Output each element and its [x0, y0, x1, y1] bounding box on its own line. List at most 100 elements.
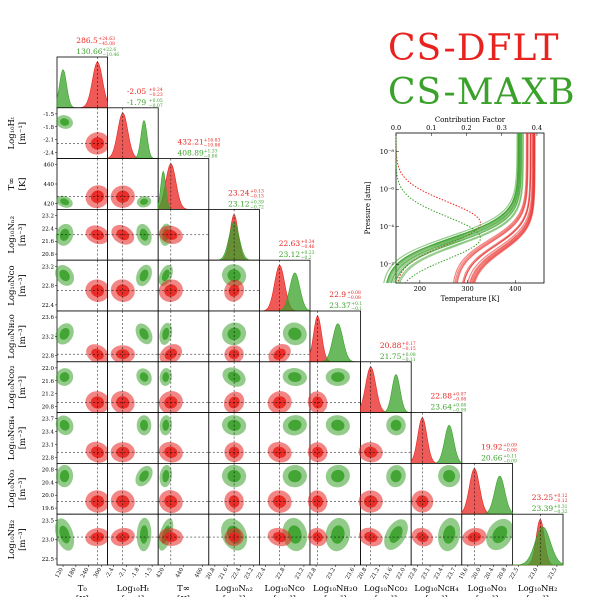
stat-green-plus: +0.23 — [301, 250, 315, 256]
stat-red-median: 22.63 — [279, 239, 301, 248]
corner-cell-9-0 — [55, 513, 110, 566]
stat-green-minus: −0.09 — [453, 408, 467, 414]
y-tick-label: 23.4 — [42, 430, 55, 436]
stat-red-median: 432.21 — [178, 138, 204, 147]
y-tick-label: -1.5 — [43, 112, 54, 118]
y-axis-label: Log₁₀Nᴄᴏ — [7, 265, 17, 305]
inset-y-tick-label: 10⁻⁶ — [380, 185, 395, 193]
x-tick-label: 22.8 — [275, 567, 287, 581]
tp-profile-green — [383, 133, 518, 284]
stat-red-minus: −0.08 — [503, 447, 517, 453]
corner-cell-2-0 — [56, 158, 110, 210]
blob-red-inner — [116, 532, 130, 543]
stat-red-median: 20.88 — [380, 341, 402, 350]
blob-green-inner — [59, 469, 70, 483]
blob-red-inner — [116, 190, 130, 203]
x-tick-label: 20.8 — [497, 567, 509, 581]
x-axis-label: Log₁₀Nₙ₂ — [215, 584, 253, 594]
blob-green-inner — [331, 372, 345, 382]
inset-ylabel: Pressure [atm] — [364, 181, 372, 234]
stat-red-plus: +0.07 — [453, 392, 467, 398]
y-tick-label: 21.2 — [42, 392, 54, 398]
inset-x-tick-label: 400 — [509, 285, 521, 293]
stat-green-median: 20.66 — [481, 453, 503, 462]
x-tick-label: 22.4 — [256, 567, 268, 581]
x-tick-label: 21.6 — [383, 567, 395, 581]
blob-green-inner — [60, 198, 70, 206]
blob-green-inner — [389, 526, 403, 543]
blob-green-inner — [59, 228, 70, 241]
corner-cell-7-0 — [55, 412, 110, 464]
x-tick-label: 20.4 — [484, 567, 496, 581]
stat-green-plus: +1.33 — [204, 149, 218, 155]
y-tick-label: 23.6 — [42, 315, 55, 321]
blob-green-inner — [288, 419, 302, 431]
blob-green-inner — [139, 328, 149, 340]
stat-red-minus: −0.08 — [347, 295, 361, 301]
x-axis-log10_NO3: 19.620.020.420.8 Log₁₀Nᴏ₃[m⁻³] — [458, 565, 508, 597]
y-axis-label: Log₁₀Nᴄᴏ₂ — [7, 365, 17, 409]
blob-red-inner — [116, 495, 130, 508]
corner-cell-9-1 — [107, 513, 159, 566]
stat-green-median: 23.64 — [431, 403, 453, 412]
corner-cell-1-1: -2.05 +0.24−0.23-1.79 +0.05−0.07 — [107, 87, 163, 160]
stat-green-minus: −0.11 — [402, 357, 416, 363]
blob-green-inner — [288, 372, 302, 382]
x-axis-log10_NCO2: 20.821.221.622.0 Log₁₀Nᴄᴏ₂[m⁻³] — [357, 565, 408, 597]
blob-red-inner — [364, 446, 378, 458]
stat-red-minus: −0.46 — [301, 244, 315, 250]
y-axis-unit: [m⁻³] — [18, 528, 28, 551]
corner-cell-5-0 — [55, 310, 109, 365]
stat-red-minus: −45.08 — [98, 41, 115, 47]
corner-cell-8-6 — [358, 462, 412, 515]
x-axis-log10_NH2O: 22.8 23.2 23.6 Log₁₀Nʜ₂ᴏ[m⁻³] — [306, 565, 358, 597]
tp-profile-green — [387, 133, 520, 284]
x-tick-label: -2.4 — [105, 567, 116, 580]
x-axis-label: T₀ — [78, 584, 88, 594]
tp-profile-green — [394, 132, 523, 284]
stat-green-median: 23.39 — [532, 504, 554, 513]
x-axis-unit: [m⁻³] — [526, 595, 549, 597]
blob-green-inner — [59, 269, 70, 282]
tp-profile-red — [473, 133, 536, 284]
tp-profile-green — [390, 133, 521, 284]
y-axis-row-5: 23.6 23.2 22.8 Log₁₀Nʜ₂ᴏ [m⁻³] — [7, 314, 57, 360]
corner-cell-8-0 — [56, 462, 110, 515]
blob-red-inner — [116, 284, 130, 297]
y-axis-row-3: 23.2 22.4 21.6 20.8 Log₁₀Nₙ₂ [m⁻³] — [7, 213, 57, 258]
blob-red-inner — [312, 495, 323, 508]
blob-green-inner — [162, 372, 170, 382]
x-tick-label: 19.6 — [458, 567, 470, 581]
stat-red-median: 22.88 — [431, 392, 453, 401]
inset-top-tick-label: 0.4 — [532, 124, 542, 132]
stat-red-minus: −0.08 — [453, 397, 467, 403]
tp-profile-green — [397, 133, 524, 284]
x-tick-label: 22.4 — [231, 567, 243, 581]
x-axis-label: Log₁₀Nʜ₂ᴏ — [313, 584, 358, 594]
blob-green-inner — [227, 269, 241, 282]
x-axis-label: Log₁₀Nᴄᴏ₂ — [364, 584, 408, 594]
x-tick-label: 22.0 — [396, 567, 408, 581]
blob-green-inner — [139, 372, 149, 382]
y-axis-row-8: 20.8 20.4 20.0 19.6 Log₁₀Nᴏ₃ [m⁻³] — [7, 467, 57, 512]
stat-green-median: -1.79 — [127, 98, 146, 107]
marginal-green — [512, 526, 564, 566]
stat-green-minus: −0.2 — [301, 255, 312, 261]
y-tick-label: 22.5 — [42, 557, 55, 563]
corner-cell-9-3 — [208, 513, 260, 566]
corner-cell-4-3 — [208, 259, 260, 312]
corner-cell-6-5 — [307, 361, 361, 414]
blob-green-inner — [140, 525, 149, 544]
y-axis-unit: [m⁻³] — [18, 274, 28, 297]
x-axis-log10_NCO: 22.4 22.8 23.2 Log₁₀Nᴄᴏ[m⁻³] — [256, 565, 306, 597]
tp-profile-red — [461, 133, 531, 284]
y-tick-label: 23.5 — [42, 518, 55, 524]
stat-red-plus: +16.83 — [204, 138, 221, 144]
x-tick-label: 21.2 — [370, 567, 381, 581]
y-tick-label: -2.1 — [43, 138, 54, 144]
corner-cell-8-1 — [107, 462, 159, 515]
